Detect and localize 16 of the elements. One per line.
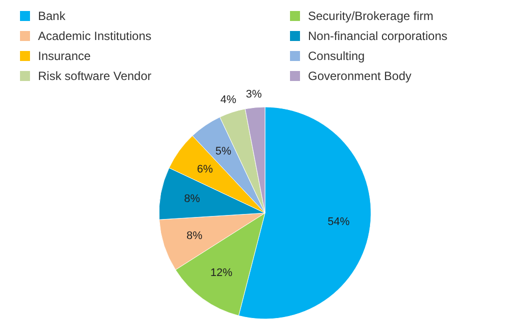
- legend-label: Bank: [38, 9, 66, 23]
- data-label: 54%: [328, 216, 350, 228]
- data-label: 3%: [246, 88, 262, 101]
- legend-label: Security/Brokerage firm: [308, 9, 434, 23]
- legend-label: Risk software Vendor: [38, 69, 152, 83]
- legend-label: Insurance: [38, 49, 92, 63]
- data-label: 8%: [184, 193, 200, 206]
- data-label: 12%: [210, 266, 233, 279]
- data-label: 4%: [220, 94, 236, 106]
- legend-label: Academic Institutions: [38, 29, 152, 43]
- data-label: 5%: [215, 146, 232, 158]
- legend-label: Consulting: [308, 49, 365, 63]
- legend-label: Goveronment Body: [308, 69, 412, 83]
- data-label: 8%: [186, 230, 203, 242]
- data-label: 6%: [197, 163, 214, 176]
- legend-label: Non-financial corporations: [308, 29, 448, 43]
